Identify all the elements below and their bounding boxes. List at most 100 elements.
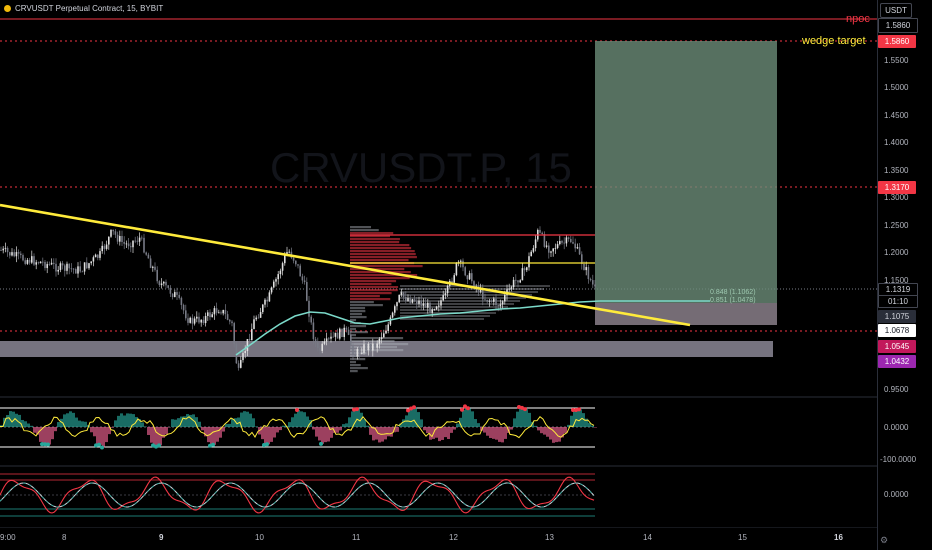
candle-body <box>295 260 297 265</box>
symbol-header[interactable]: CRVUSDT Perpetual Contract, 15, BYBIT <box>4 4 163 13</box>
osc1-histogram-bar <box>213 427 216 445</box>
osc1-histogram-bar <box>375 427 378 440</box>
osc1-histogram-bar <box>519 407 522 427</box>
candle-body <box>125 243 128 245</box>
candle-body <box>352 345 354 355</box>
time-tick: 8 <box>62 533 67 542</box>
osc1-histogram-bar <box>558 427 561 442</box>
stop-zone[interactable] <box>595 303 777 325</box>
osc1-histogram-bar <box>24 421 27 427</box>
candle-body <box>9 252 11 256</box>
osc1-histogram-bar <box>255 426 258 427</box>
candle-body <box>427 302 429 308</box>
osc1-histogram-bar <box>378 427 381 443</box>
candlestick-series[interactable] <box>0 226 596 371</box>
candle-body <box>387 324 389 332</box>
osc1-histogram-bar <box>183 416 186 427</box>
candle-body <box>367 344 370 351</box>
price-axis[interactable] <box>877 0 932 550</box>
moving-average-line[interactable] <box>235 300 710 356</box>
settings-gear-icon[interactable]: ⚙ <box>880 535 889 545</box>
osc1-histogram-bar <box>498 427 501 442</box>
osc1-histogram-bar <box>594 427 597 428</box>
profit-zone[interactable] <box>595 41 777 303</box>
candle-body <box>526 267 528 271</box>
osc1-histogram-bar <box>435 427 438 438</box>
wedge-target-annotation[interactable]: wedge target <box>802 35 866 47</box>
osc1-histogram-bar <box>390 427 393 437</box>
osc1-histogram-bar <box>246 411 249 427</box>
volume-profile-bar <box>350 256 417 259</box>
volume-profile-bar <box>350 253 416 256</box>
zone-bottom-label: 1.0432 <box>878 355 916 368</box>
candle-body <box>554 247 557 249</box>
osc1-histogram-bar <box>165 427 168 435</box>
candle-body <box>222 309 224 314</box>
osc1-signal-dot <box>571 408 575 413</box>
candle-body <box>332 336 334 338</box>
wedge-trendline[interactable] <box>0 203 691 327</box>
volume-profile-bar <box>350 364 361 367</box>
candle-body <box>361 352 363 354</box>
osc1-histogram-bar <box>264 427 267 445</box>
oscillator-2[interactable] <box>0 476 595 514</box>
candle-body <box>504 294 506 302</box>
volume-profile-bar <box>350 316 367 319</box>
candle-body <box>440 300 442 306</box>
currency-button[interactable]: USDT <box>880 3 912 18</box>
candle-body <box>6 247 9 253</box>
candle-body <box>160 283 163 286</box>
candle-body <box>292 257 295 261</box>
osc1-histogram-bar <box>459 417 462 427</box>
osc2-signal-line <box>0 482 595 508</box>
support-zone[interactable] <box>0 341 773 357</box>
candle-body <box>303 280 306 283</box>
osc1-signal-dot <box>466 406 470 411</box>
price-tick: 1.2000 <box>884 248 909 257</box>
osc1-histogram-bar <box>42 427 45 445</box>
candle-body <box>501 301 504 305</box>
osc1-histogram-bar <box>93 427 96 437</box>
osc2-fast-line <box>0 476 595 514</box>
osc1-histogram-bar <box>39 427 42 442</box>
candle-body <box>350 334 352 346</box>
osc1-histogram-bar <box>354 409 357 427</box>
osc1-signal-dot <box>97 442 101 447</box>
candle-body <box>209 312 211 318</box>
candle-body <box>420 300 422 306</box>
osc1-histogram-bar <box>510 427 513 430</box>
candle-body <box>266 299 268 302</box>
volume-profile-bar <box>350 241 400 244</box>
osc1-histogram-bar <box>417 412 420 427</box>
candle-body <box>484 299 486 301</box>
candle-body <box>11 252 13 256</box>
candle-body <box>235 344 238 364</box>
osc1-histogram-bar <box>126 413 129 427</box>
osc1-histogram-bar <box>321 427 324 444</box>
osc1-histogram-bar <box>252 418 255 427</box>
candle-body <box>101 245 103 252</box>
price-tick: 1.2500 <box>884 221 909 230</box>
osc1-signal-dot <box>352 407 356 412</box>
candle-body <box>374 343 376 348</box>
candle-body <box>88 263 90 269</box>
osc1-histogram-bar <box>474 419 477 427</box>
osc1-histogram-bar <box>297 409 300 427</box>
volume-profile-bar <box>350 247 412 250</box>
candle-body <box>532 248 535 252</box>
npoc-annotation[interactable]: npoc <box>846 13 870 25</box>
candle-body <box>28 259 31 263</box>
osc1-histogram-bar <box>231 419 234 427</box>
candle-body <box>383 333 385 338</box>
price-tick: 1.1500 <box>884 276 909 285</box>
volume-profile-bar <box>350 289 398 292</box>
candle-body <box>446 285 449 294</box>
time-axis[interactable] <box>0 528 877 550</box>
candle-body <box>444 293 447 296</box>
candle-body <box>589 279 592 281</box>
osc1-histogram-bar <box>237 417 240 427</box>
candle-body <box>576 247 579 249</box>
osc1-histogram-bar <box>69 411 72 427</box>
oscillator-1[interactable] <box>0 404 597 450</box>
